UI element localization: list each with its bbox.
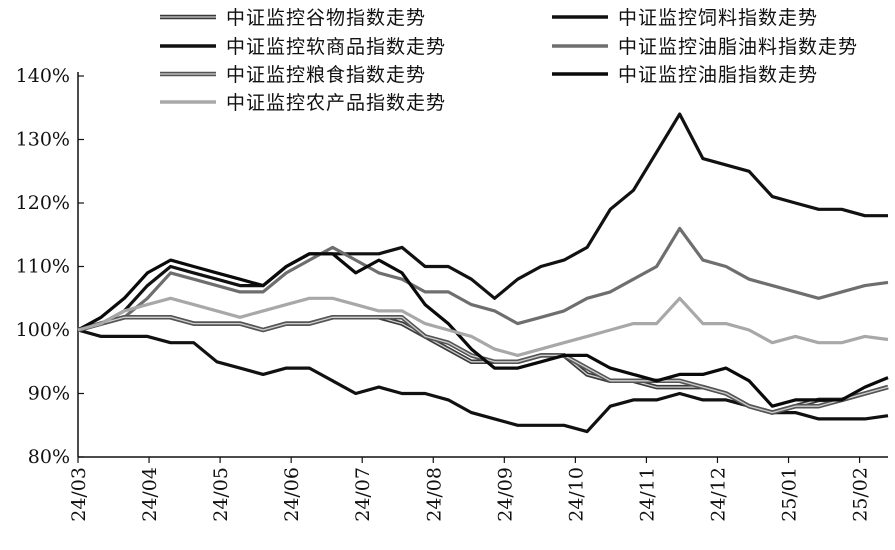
x-tick-label: 25/02 — [850, 467, 872, 522]
x-tick-label: 24/11 — [636, 467, 658, 522]
y-tick-label: 120% — [16, 192, 70, 214]
legend-label: 中证监控谷物指数走势 — [226, 7, 426, 29]
legend-item: 中证监控粮食指数走势 — [160, 64, 426, 86]
series-line — [77, 296, 889, 357]
series-lines — [77, 112, 889, 434]
x-tick-label: 24/03 — [68, 467, 90, 522]
x-tick-label: 24/06 — [281, 467, 303, 522]
legend-item: 中证监控油脂油料指数走势 — [552, 36, 858, 58]
series-line-path — [77, 112, 888, 332]
series-line-path — [77, 296, 889, 357]
y-tick-label: 80% — [28, 446, 70, 468]
legend-item: 中证监控饲料指数走势 — [552, 7, 818, 29]
legend-label: 中证监控油脂指数走势 — [618, 64, 818, 86]
series-line-path — [77, 252, 889, 408]
legend-item: 中证监控农产品指数走势 — [160, 92, 446, 114]
legend-item: 中证监控谷物指数走势 — [160, 7, 426, 29]
x-tick-label: 24/05 — [210, 467, 232, 522]
legend-label: 中证监控粮食指数走势 — [226, 64, 426, 86]
x-tick-label: 24/12 — [707, 467, 729, 522]
y-tick-label: 90% — [28, 383, 70, 405]
y-tick-label: 130% — [16, 129, 70, 151]
legend-label: 中证监控软商品指数走势 — [226, 36, 446, 58]
legend-label: 中证监控饲料指数走势 — [618, 7, 818, 29]
legend-item: 中证监控软商品指数走势 — [160, 36, 446, 58]
series-line — [77, 252, 889, 408]
y-tick-label: 110% — [16, 256, 70, 278]
series-line-path — [77, 226, 889, 332]
axes: 80% 90% 100% 110% 120% 130% 140% 24/03 24/04 24/0… — [16, 65, 888, 522]
y-tick-label: 140% — [16, 65, 70, 87]
x-tick-label: 24/10 — [565, 467, 587, 522]
x-tick-label: 25/01 — [779, 467, 801, 522]
legend-label: 中证监控油脂油料指数走势 — [618, 36, 858, 58]
series-line — [77, 226, 889, 332]
x-tick-label: 24/04 — [139, 467, 161, 522]
x-tick-label: 24/09 — [494, 467, 516, 522]
series-line — [77, 112, 888, 332]
x-tick-label: 24/08 — [423, 467, 445, 522]
y-tick-label: 100% — [16, 319, 70, 341]
series-line — [77, 328, 889, 434]
legend-item: 中证监控油脂指数走势 — [552, 64, 818, 86]
legend-label: 中证监控农产品指数走势 — [226, 92, 446, 114]
series-line-path — [77, 328, 889, 434]
x-tick-label: 24/07 — [352, 467, 374, 522]
